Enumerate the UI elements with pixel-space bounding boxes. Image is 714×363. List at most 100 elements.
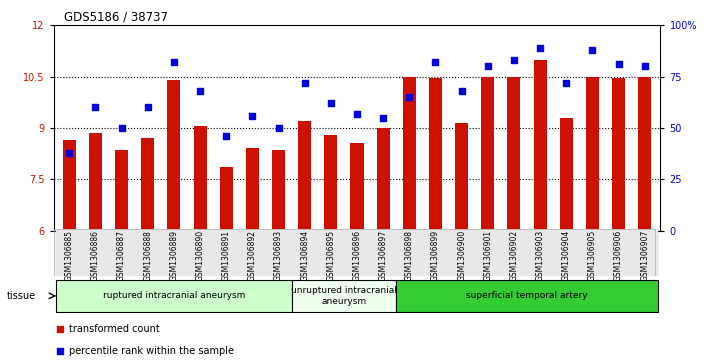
Bar [266,229,291,276]
Text: GSM1306895: GSM1306895 [326,230,336,281]
Point [142,105,154,110]
Bar [298,121,311,231]
FancyBboxPatch shape [56,280,291,312]
Point [456,88,468,94]
Point [299,80,311,86]
Text: GSM1306891: GSM1306891 [222,230,231,281]
Bar [239,229,266,276]
Bar [344,229,370,276]
Text: GSM1306892: GSM1306892 [248,230,257,281]
Text: tissue: tissue [7,291,36,301]
Bar [632,229,658,276]
Bar [370,229,396,276]
Bar [187,229,213,276]
FancyBboxPatch shape [396,280,658,312]
Text: unruptured intracranial
aneurysm: unruptured intracranial aneurysm [291,286,397,306]
Bar [167,80,181,231]
Bar [527,229,553,276]
Point [639,64,650,69]
Bar [429,78,442,231]
Point [273,125,284,131]
Bar [612,78,625,231]
Bar [324,135,338,231]
Bar [213,229,239,276]
Bar [455,123,468,231]
Point [403,94,415,100]
Text: percentile rank within the sample: percentile rank within the sample [69,346,233,356]
Bar [475,229,501,276]
Point [508,57,520,63]
Text: GSM1306886: GSM1306886 [91,230,100,281]
Text: GSM1306902: GSM1306902 [510,230,518,281]
Point [246,113,258,119]
Bar [220,167,233,231]
Text: GSM1306890: GSM1306890 [196,230,204,281]
Point [587,47,598,53]
Bar [423,229,448,276]
Point [534,45,545,51]
Bar [161,229,187,276]
Bar [89,133,102,231]
Bar [403,77,416,231]
Point [221,133,232,139]
Text: GSM1306894: GSM1306894 [300,230,309,281]
Point [169,60,180,65]
Bar [553,229,579,276]
Bar [508,77,521,231]
Text: GSM1306897: GSM1306897 [378,230,388,281]
Text: transformed count: transformed count [69,325,159,334]
Text: ruptured intracranial aneurysm: ruptured intracranial aneurysm [103,291,245,300]
Text: GSM1306896: GSM1306896 [353,230,361,281]
Bar [638,77,651,231]
Bar [141,138,154,231]
Point [116,125,127,131]
Bar [115,150,128,231]
Text: GDS5186 / 38737: GDS5186 / 38737 [64,11,169,24]
Point [430,60,441,65]
Text: superficial temporal artery: superficial temporal artery [466,291,588,300]
Bar [376,128,390,231]
Point [194,88,206,94]
Bar [82,229,109,276]
Bar [109,229,135,276]
Bar [501,229,527,276]
Text: GSM1306893: GSM1306893 [274,230,283,281]
Bar [448,229,475,276]
Text: GSM1306900: GSM1306900 [457,230,466,281]
Bar [56,229,82,276]
Text: GSM1306903: GSM1306903 [536,230,545,281]
Bar [63,140,76,231]
Text: GSM1306904: GSM1306904 [562,230,570,281]
Bar [586,77,599,231]
Point [560,80,572,86]
Text: GSM1306905: GSM1306905 [588,230,597,281]
Bar [135,229,161,276]
Point [482,64,493,69]
Bar [193,126,206,231]
Bar [481,77,494,231]
Bar [272,150,285,231]
Point [351,111,363,117]
Text: GSM1306887: GSM1306887 [117,230,126,281]
Text: GSM1306899: GSM1306899 [431,230,440,281]
Point [325,101,336,106]
Point [613,61,624,67]
Bar [560,118,573,231]
Bar [318,229,344,276]
Text: GSM1306901: GSM1306901 [483,230,492,281]
Point [406,64,418,70]
Text: GSM1306889: GSM1306889 [169,230,178,281]
Text: GSM1306907: GSM1306907 [640,230,649,281]
Bar [351,143,363,231]
Point [64,150,75,155]
Bar [533,60,547,231]
Bar [246,148,259,231]
Bar [605,229,632,276]
Point [378,115,389,121]
Point [90,105,101,110]
Text: GSM1306906: GSM1306906 [614,230,623,281]
Text: GSM1306885: GSM1306885 [65,230,74,281]
Bar [291,229,318,276]
Text: GSM1306888: GSM1306888 [144,230,152,281]
Bar [396,229,423,276]
